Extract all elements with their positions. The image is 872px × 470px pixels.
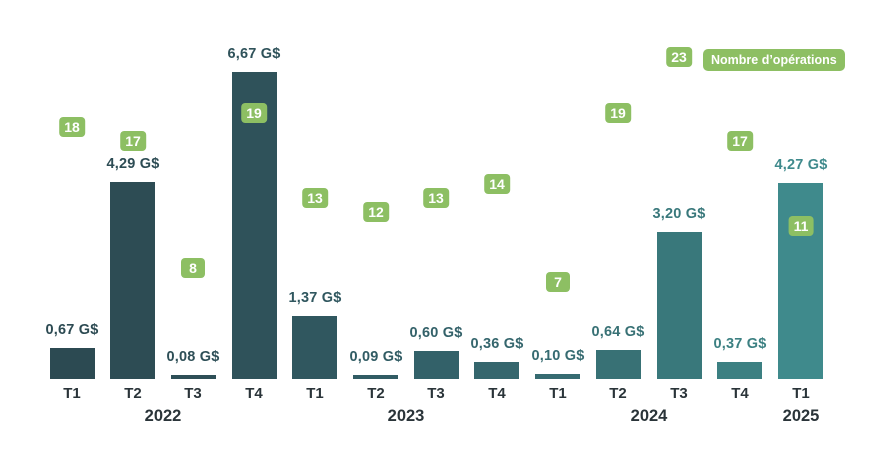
- x-tick-t3-2023: T3: [427, 385, 445, 402]
- year-label-2023: 2023: [387, 407, 425, 425]
- bar-t2-2022: [110, 182, 155, 379]
- x-tick-t2-2024: T2: [609, 385, 627, 402]
- ops-badge-t2-2023: 12: [363, 202, 389, 222]
- bar-t2-2024: [596, 350, 641, 379]
- ops-badge-t4-2024: 17: [727, 131, 753, 151]
- bar-t4-2024: [717, 362, 762, 379]
- x-tick-t4-2024: T4: [731, 385, 749, 402]
- bar-t2-2023: [353, 375, 398, 379]
- value-label-t4-2023: 0,36 G$: [470, 336, 524, 352]
- x-tick-t4-2022: T4: [245, 385, 263, 402]
- x-tick-t1-2024: T1: [549, 385, 567, 402]
- ops-badge-t3-2022: 8: [181, 258, 205, 278]
- bar-t1-2022: [50, 348, 95, 379]
- bar-t1-2024: [535, 374, 580, 379]
- year-label-2025: 2025: [782, 407, 820, 425]
- bar-t1-2025: [778, 183, 823, 379]
- ops-badge-t3-2023: 13: [423, 188, 449, 208]
- x-tick-t3-2022: T3: [184, 385, 202, 402]
- year-label-2022: 2022: [144, 407, 182, 425]
- value-label-t3-2022: 0,08 G$: [166, 349, 220, 365]
- ops-badge-t4-2023: 14: [484, 174, 510, 194]
- ops-badge-t2-2022: 17: [120, 131, 146, 151]
- x-tick-t2-2023: T2: [367, 385, 385, 402]
- value-label-t1-2022: 0,67 G$: [45, 322, 99, 338]
- x-tick-t1-2025: T1: [792, 385, 810, 402]
- x-tick-t4-2023: T4: [488, 385, 506, 402]
- ops-badge-t1-2023: 13: [302, 188, 328, 208]
- value-label-t3-2023: 0,60 G$: [409, 325, 463, 341]
- bar-t1-2023: [292, 316, 337, 379]
- value-label-t2-2022: 4,29 G$: [106, 156, 160, 172]
- bar-t3-2022: [171, 375, 216, 379]
- bar-t3-2023: [414, 351, 459, 379]
- x-tick-t1-2022: T1: [63, 385, 81, 402]
- bar-t4-2022: [232, 72, 277, 379]
- ops-badge-t1-2024: 7: [546, 272, 570, 292]
- value-label-t4-2022: 6,67 G$: [227, 46, 281, 62]
- bar-t4-2023: [474, 362, 519, 379]
- ops-badge-t1-2025: 11: [788, 216, 814, 236]
- value-label-t4-2024: 0,37 G$: [713, 336, 767, 352]
- ops-badge-t4-2022: 19: [241, 103, 267, 123]
- year-label-2024: 2024: [630, 407, 668, 425]
- x-tick-t1-2023: T1: [306, 385, 324, 402]
- value-label-t1-2025: 4,27 G$: [774, 157, 828, 173]
- bar-t3-2024: [657, 232, 702, 379]
- ops-badge-t3-2024: 23: [666, 47, 692, 67]
- x-tick-t3-2024: T3: [670, 385, 688, 402]
- value-label-t2-2024: 0,64 G$: [591, 324, 645, 340]
- value-label-t1-2023: 1,37 G$: [288, 290, 342, 306]
- ops-badge-t2-2024: 19: [605, 103, 631, 123]
- value-label-t1-2024: 0,10 G$: [531, 348, 585, 364]
- ops-badge-t1-2022: 18: [59, 117, 85, 137]
- value-label-t2-2023: 0,09 G$: [349, 349, 403, 365]
- value-label-t3-2024: 3,20 G$: [652, 206, 706, 222]
- legend-pill: Nombre d’opérations: [703, 49, 845, 71]
- x-tick-t2-2022: T2: [124, 385, 142, 402]
